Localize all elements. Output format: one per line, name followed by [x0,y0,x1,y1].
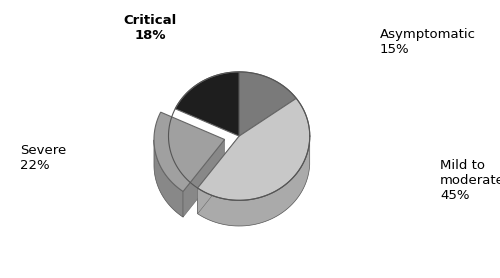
Polygon shape [239,72,296,136]
Text: Mild to
moderate
45%: Mild to moderate 45% [440,159,500,202]
Polygon shape [198,139,310,226]
Polygon shape [154,140,183,217]
Polygon shape [198,98,310,200]
Polygon shape [198,136,239,214]
Text: Asymptomatic
15%: Asymptomatic 15% [380,28,476,56]
Polygon shape [183,140,224,217]
Polygon shape [175,72,239,136]
Text: Severe
22%: Severe 22% [20,145,66,172]
Text: Critical
18%: Critical 18% [124,14,176,42]
Polygon shape [154,112,224,192]
